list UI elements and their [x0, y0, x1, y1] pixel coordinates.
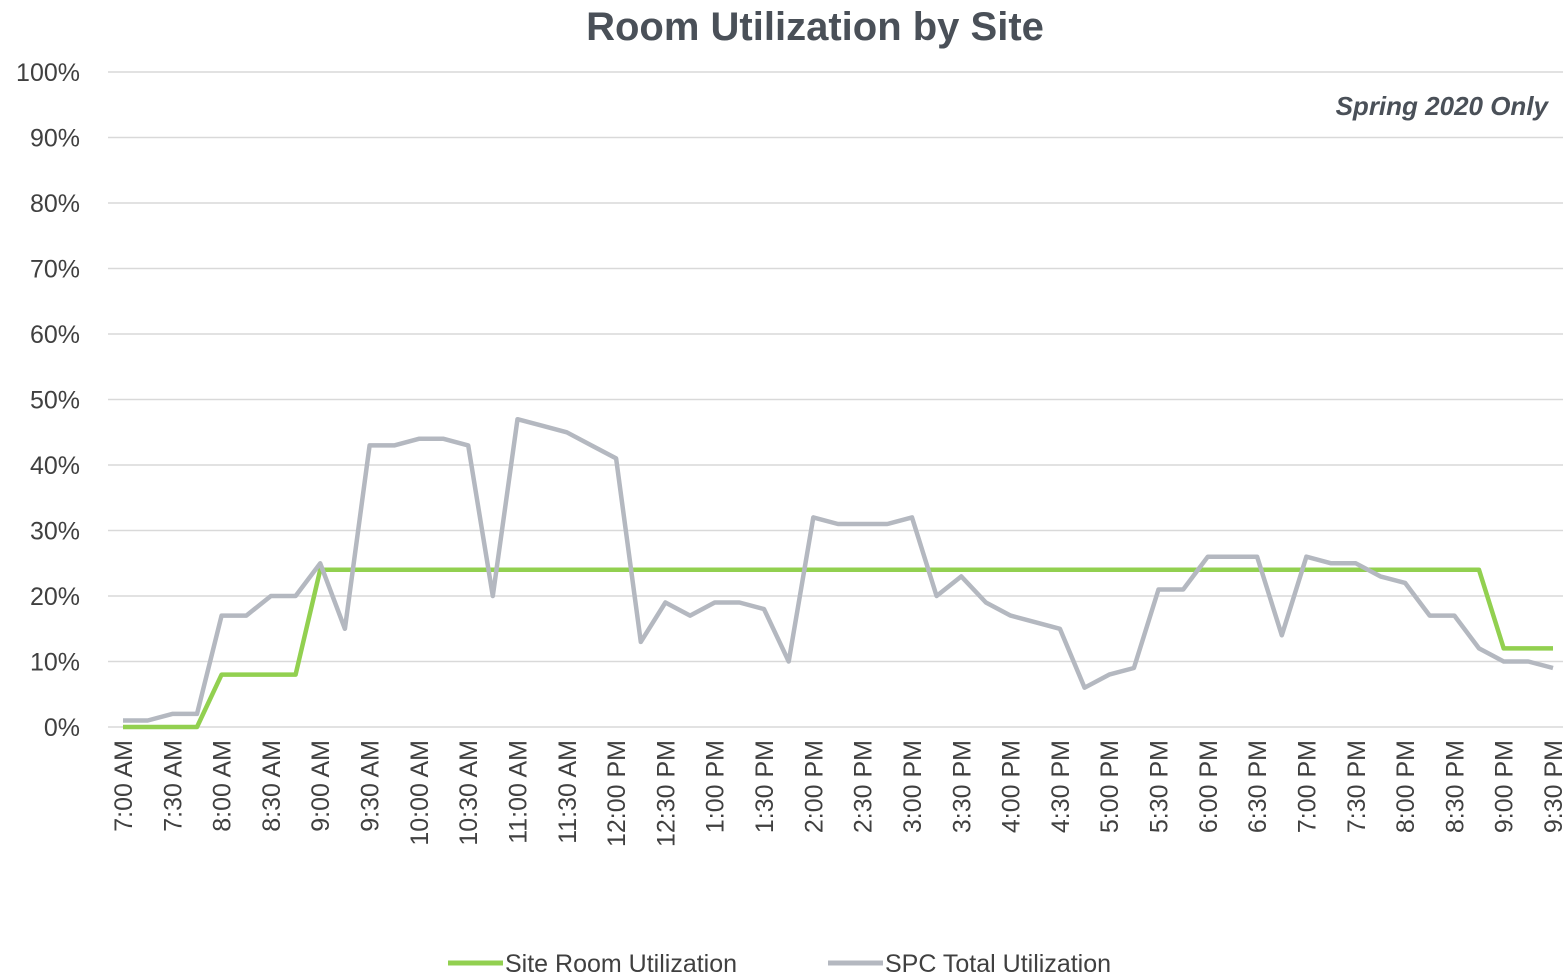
x-tick-label: 5:00 PM [1096, 740, 1124, 833]
x-tick-label: 12:00 PM [603, 740, 631, 847]
x-tick-label: 4:00 PM [998, 740, 1026, 833]
series-line [123, 567, 1553, 730]
y-tick-label: 80% [30, 190, 80, 218]
y-tick-label: 100% [16, 59, 80, 87]
x-tick-label: 2:30 PM [850, 740, 878, 833]
x-tick-label: 10:00 AM [406, 740, 434, 846]
x-tick-label: 6:00 PM [1195, 740, 1223, 833]
series-line [123, 416, 1554, 723]
x-tick-label: 8:30 PM [1441, 740, 1469, 833]
x-tick-label: 8:00 PM [1392, 740, 1420, 833]
x-tick-label: 7:30 AM [159, 740, 187, 832]
y-tick-label: 30% [30, 518, 80, 546]
y-tick-label: 90% [30, 125, 80, 153]
subtitle: Spring 2020 Only [1336, 91, 1550, 121]
x-tick-label: 2:00 PM [800, 740, 828, 833]
legend-label: SPC Total Utilization [885, 950, 1111, 978]
y-tick-label: 10% [30, 649, 80, 677]
y-tick-label: 40% [30, 452, 80, 480]
x-tick-label: 3:30 PM [948, 740, 976, 833]
x-tick-label: 10:30 AM [455, 740, 483, 846]
x-tick-label: 8:30 AM [258, 740, 286, 832]
x-tick-label: 11:30 AM [554, 740, 582, 844]
x-tick-label: 5:30 PM [1146, 740, 1174, 833]
x-tick-label: 7:00 PM [1293, 740, 1321, 833]
x-tick-label: 7:30 PM [1343, 740, 1371, 833]
x-tick-label: 1:00 PM [702, 740, 730, 833]
y-tick-label: 70% [30, 256, 80, 284]
y-tick-label: 50% [30, 387, 80, 415]
x-tick-label: 4:30 PM [1047, 740, 1075, 833]
x-tick-label: 9:00 PM [1491, 740, 1519, 833]
legend-label: Site Room Utilization [505, 950, 737, 978]
x-tick-label: 9:00 AM [307, 740, 335, 832]
x-tick-label: 6:30 PM [1244, 740, 1272, 833]
y-tick-label: 0% [44, 714, 80, 742]
x-tick-label: 1:30 PM [751, 740, 779, 833]
x-tick-label: 3:00 PM [899, 740, 927, 833]
y-tick-label: 20% [30, 583, 80, 611]
x-tick-label: 12:30 PM [652, 740, 680, 847]
x-tick-label: 9:30 PM [1540, 740, 1563, 833]
x-tick-label: 9:30 AM [357, 740, 385, 832]
x-tick-label: 8:00 AM [209, 740, 237, 832]
x-tick-label: 11:00 AM [504, 740, 532, 844]
chart-title: Room Utilization by Site [586, 5, 1044, 49]
y-tick-label: 60% [30, 321, 80, 349]
x-tick-label: 7:00 AM [110, 740, 138, 832]
